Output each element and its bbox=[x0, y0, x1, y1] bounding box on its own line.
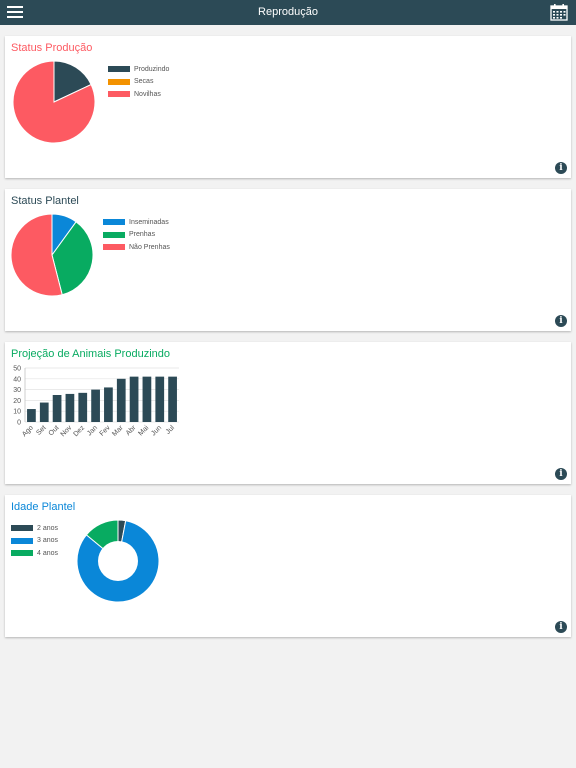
card-title: Status Produção bbox=[11, 42, 93, 54]
menu-icon[interactable] bbox=[7, 4, 23, 20]
calendar-icon[interactable] bbox=[550, 3, 568, 21]
legend-item: Secas bbox=[108, 76, 169, 89]
donut-hole bbox=[98, 541, 138, 581]
x-tick-label: Jul bbox=[165, 424, 177, 436]
x-tick-label: Fev bbox=[99, 424, 113, 438]
x-tick-label: Mai bbox=[137, 424, 150, 437]
legend-swatch bbox=[108, 91, 130, 98]
status-producao-card: Status Produção Produzindo Secas Novilhas … bbox=[5, 36, 571, 178]
legend-label: 4 anos bbox=[37, 549, 59, 557]
bar-mai bbox=[142, 376, 152, 422]
bar-set bbox=[39, 402, 49, 422]
legend-item: 3 anos bbox=[11, 535, 58, 548]
projecao-card: Projeção de Animais Produzindo 0 10 20 30 40… bbox=[5, 342, 571, 484]
dashboard-content: Status Produção Produzindo Secas Novilhas … bbox=[0, 25, 576, 768]
y-tick-label: 20 bbox=[13, 398, 21, 405]
legend-swatch bbox=[108, 78, 130, 85]
bar-fev bbox=[104, 387, 113, 422]
bar-jun bbox=[155, 376, 165, 422]
legend-label: Novilhas bbox=[134, 90, 161, 98]
status-producao-legend: Produzindo Secas Novilhas bbox=[108, 63, 169, 101]
idade-plantel-card: Idade Plantel 2 anos 3 anos 4 anos i bbox=[5, 495, 571, 637]
x-tick-label: Jan bbox=[86, 424, 99, 437]
bar-dez bbox=[78, 392, 88, 422]
pie-slice-produzindo bbox=[53, 60, 92, 103]
legend-item: Prenhas bbox=[103, 229, 170, 242]
x-tick-label: Nov bbox=[60, 424, 74, 438]
card-title: Idade Plantel bbox=[11, 501, 76, 513]
legend-item: 2 anos bbox=[11, 522, 58, 535]
legend-swatch bbox=[11, 550, 33, 557]
legend-swatch bbox=[103, 219, 125, 226]
legend-swatch bbox=[103, 244, 125, 251]
bar-jan bbox=[91, 389, 100, 422]
legend-swatch bbox=[11, 537, 33, 544]
legend-item: 4 anos bbox=[11, 547, 58, 560]
info-icon[interactable]: i bbox=[555, 621, 567, 633]
info-icon[interactable]: i bbox=[555, 315, 567, 327]
x-tick-label: Set bbox=[35, 424, 47, 436]
bar-ago bbox=[27, 409, 36, 422]
legend-item: Novilhas bbox=[108, 88, 169, 101]
x-tick-label: Ago bbox=[21, 424, 35, 438]
x-tick-label: Mar bbox=[111, 424, 125, 438]
y-tick-label: 10 bbox=[13, 409, 21, 416]
legend-label: Secas bbox=[134, 78, 154, 86]
y-tick-label: 40 bbox=[13, 376, 21, 383]
status-plantel-legend: Inseminadas Prenhas Não Prenhas bbox=[103, 216, 170, 254]
legend-label: Inseminadas bbox=[129, 218, 169, 226]
idade-plantel-donut-chart bbox=[76, 519, 160, 603]
status-plantel-card: Status Plantel Inseminadas Prenhas Não Pre… bbox=[5, 189, 571, 331]
legend-label: Produzindo bbox=[134, 65, 170, 73]
idade-plantel-legend: 2 anos 3 anos 4 anos bbox=[11, 522, 58, 560]
y-tick-label: 30 bbox=[13, 387, 21, 394]
legend-swatch bbox=[103, 231, 125, 238]
legend-swatch bbox=[11, 525, 33, 532]
page-title: Reprodução bbox=[258, 6, 318, 18]
projecao-bar-chart: 0 10 20 30 40 50 Ago Set Out Nov Dez Jan Fev Mar Abr Ma… bbox=[13, 366, 179, 438]
x-tick-label: Jun bbox=[150, 424, 163, 437]
card-title: Status Plantel bbox=[11, 195, 79, 207]
card-title: Projeção de Animais Produzindo bbox=[11, 348, 170, 360]
x-tick-label: Dez bbox=[72, 424, 86, 438]
pie-slice-novilhas bbox=[12, 60, 96, 144]
bar-abr bbox=[129, 376, 139, 422]
pie-slice-não-prenhas bbox=[10, 213, 63, 297]
legend-item: Inseminadas bbox=[103, 216, 170, 229]
legend-label: 2 anos bbox=[37, 524, 59, 532]
y-tick-label: 50 bbox=[13, 366, 21, 373]
info-icon[interactable]: i bbox=[555, 162, 567, 174]
bar-nov bbox=[65, 393, 75, 422]
pie-slice-prenhas bbox=[51, 221, 94, 296]
legend-swatch bbox=[108, 66, 130, 73]
status-plantel-pie-chart bbox=[10, 213, 94, 297]
info-icon[interactable]: i bbox=[555, 468, 567, 480]
bar-jul bbox=[168, 376, 177, 422]
bar-mar bbox=[116, 378, 126, 422]
bar-out bbox=[52, 395, 62, 422]
legend-item: Não Prenhas bbox=[103, 241, 170, 254]
x-tick-label: Abr bbox=[125, 424, 138, 437]
y-tick-label: 0 bbox=[17, 420, 21, 427]
top-bar: Reprodução bbox=[0, 0, 576, 25]
legend-label: Não Prenhas bbox=[129, 243, 170, 251]
legend-label: Prenhas bbox=[129, 231, 156, 239]
legend-label: 3 anos bbox=[37, 537, 59, 545]
status-producao-pie-chart bbox=[12, 60, 96, 144]
x-tick-label: Out bbox=[48, 424, 61, 437]
legend-item: Produzindo bbox=[108, 63, 169, 76]
